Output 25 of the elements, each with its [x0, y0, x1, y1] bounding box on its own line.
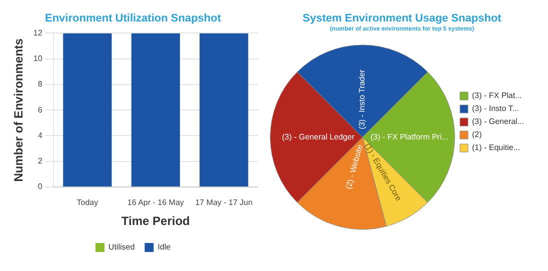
- y-tick-label: 6: [38, 105, 43, 114]
- x-tick-label: 16 Apr - 16 May: [127, 198, 184, 208]
- chart-title: Environment Utilization Snapshot: [44, 12, 222, 25]
- y-tick-label: 10: [33, 54, 43, 64]
- x-axis-title: Time Period: [121, 214, 190, 228]
- x-tick-label: 17 May - 17 Jun: [195, 198, 253, 208]
- data-label: (3) - FX Platform Pri...: [370, 132, 448, 142]
- legend-label: (1) - Equitie...: [472, 143, 520, 152]
- legend-label: (3) - FX Plat...: [472, 91, 522, 100]
- legend-label: (3) - General...: [472, 117, 524, 126]
- y-tick-label: 4: [38, 130, 43, 140]
- legend-label: (2): [472, 130, 482, 140]
- chart-title: System Environment Usage Snapshot: [302, 12, 502, 25]
- data-label: (3) - Insto Trader: [358, 69, 367, 130]
- data-label: (2) - Website: [344, 143, 365, 190]
- legend-label: Utilised: [108, 242, 135, 252]
- y-tick-label: 12: [33, 28, 43, 38]
- y-tick-label: 2: [38, 156, 43, 166]
- y-tick-label: 0: [38, 182, 43, 192]
- data-label: (3) - General Ledger: [282, 132, 355, 142]
- legend-label: (3) - Insto T...: [472, 104, 519, 114]
- legend-label: Idle: [158, 242, 172, 252]
- x-tick-label: Today: [76, 198, 98, 208]
- y-axis-title: Number of Environments: [12, 38, 26, 182]
- y-tick-label: 8: [38, 80, 43, 89]
